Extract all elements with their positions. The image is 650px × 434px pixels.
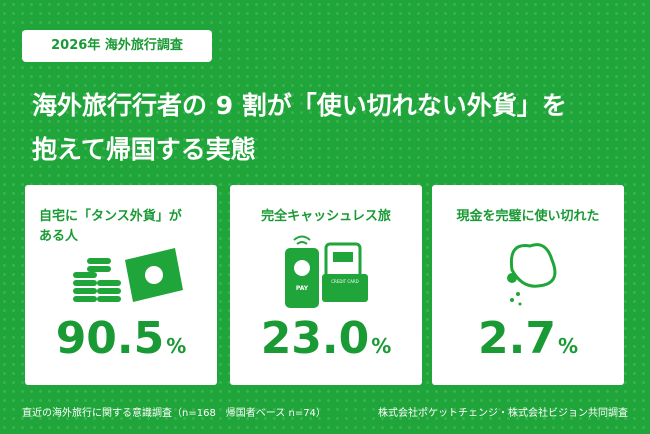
money-icon: [73, 248, 183, 302]
card-label: 完全キャッシュレス旅: [261, 209, 391, 224]
stat-value: 23.0%: [230, 313, 422, 364]
value-number: 2.7: [478, 313, 556, 364]
card-label: 自宅に「タンス外貨」が: [39, 209, 182, 224]
survey-tag: 2026年 海外旅行調査: [22, 30, 212, 62]
card-label: ある人: [39, 229, 79, 244]
footer-source: 株式会社ポケットチェンジ・株式会社ビジョン共同調査: [378, 408, 628, 419]
stat-value: 2.7%: [432, 313, 624, 364]
cashless-icon: PAY CREDIT CARD: [285, 235, 368, 308]
stat-card: 現金を完璧に使い切れた 2.7%: [432, 185, 624, 385]
footer-note: 直近の海外旅行に関する意識調査（n=168 帰国者ベース n=74）: [22, 408, 326, 419]
pay-text: PAY: [296, 285, 309, 292]
stat-card: 自宅に「タンス外貨」が ある人 90.5%: [25, 185, 217, 385]
title-line: 抱えて帰国する実態: [32, 135, 256, 164]
value-unit: %: [166, 334, 187, 358]
title-line: 海外旅行行者の 9 割が「使い切れない外貨」を: [32, 91, 567, 120]
value-number: 23.0: [260, 313, 370, 364]
card-label: 現金を完璧に使い切れた: [456, 209, 600, 224]
value-number: 90.5: [55, 313, 165, 364]
empty-purse-icon: [507, 243, 557, 306]
value-unit: %: [557, 334, 578, 358]
stat-card: 完全キャッシュレス旅 PAY CREDIT CARD 23.0%: [230, 185, 422, 385]
card-text: CREDIT CARD: [331, 279, 358, 284]
stat-value: 90.5%: [25, 313, 217, 364]
value-unit: %: [371, 334, 392, 358]
